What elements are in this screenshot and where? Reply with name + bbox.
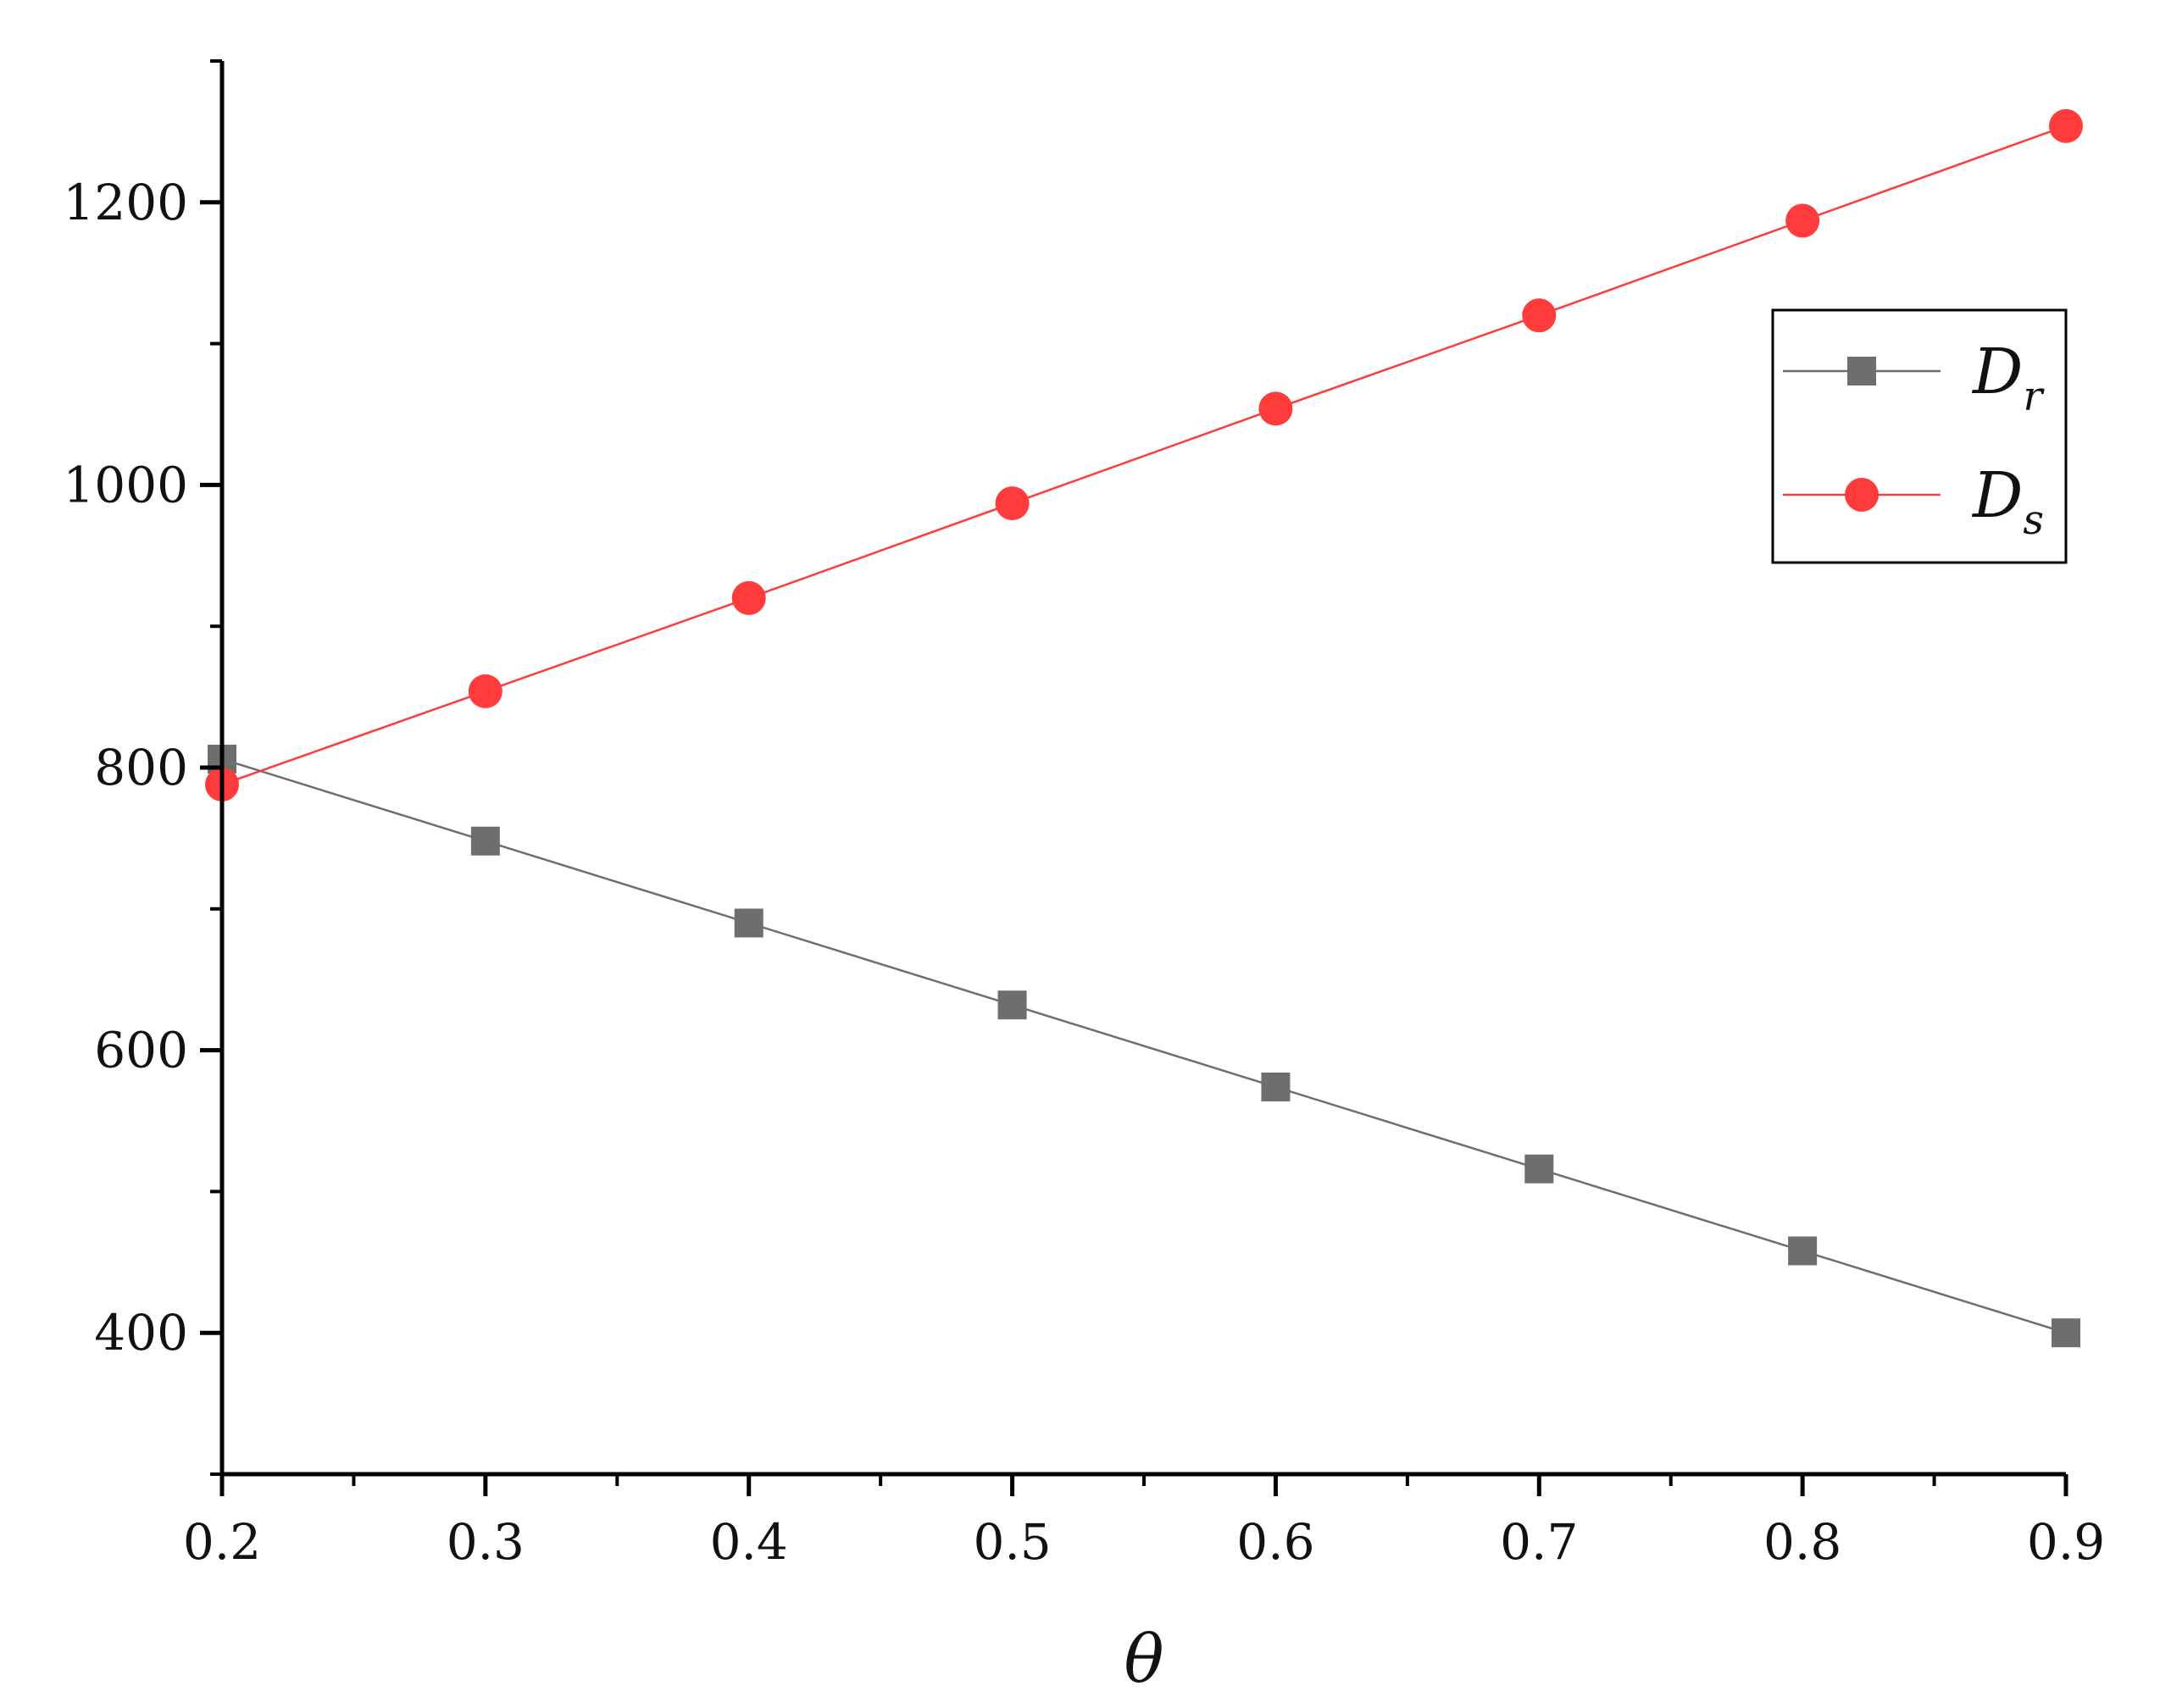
series-lines xyxy=(221,125,2067,1334)
legend-label-r: Dr xyxy=(1971,336,2045,420)
data-point-r-1 xyxy=(470,826,500,856)
x-axis-title: θ xyxy=(1124,1622,1164,1698)
data-point-r-5 xyxy=(1524,1154,1554,1184)
x-tick-label: 0.2 xyxy=(183,1513,261,1571)
data-point-s-3 xyxy=(995,486,1030,521)
legend-marker-s xyxy=(1845,478,1879,512)
axes xyxy=(200,59,2068,1496)
data-point-s-5 xyxy=(1522,298,1557,333)
x-tick-label: 0.3 xyxy=(447,1513,525,1571)
data-point-r-6 xyxy=(1788,1236,1818,1266)
x-tick-label: 0.8 xyxy=(1763,1513,1841,1571)
data-point-r-7 xyxy=(2052,1318,2080,1348)
legend-label-s: Ds xyxy=(1971,459,2044,544)
x-tick-label: 0.5 xyxy=(973,1513,1051,1571)
data-point-s-1 xyxy=(468,674,503,708)
x-tick-label: 0.7 xyxy=(1500,1513,1578,1571)
tick-labels: 400 600 800 1000 1200 0.2 0.3 0.4 0.5 0.6 0.7 0.8 0.… xyxy=(63,174,2105,1571)
data-point-s-4 xyxy=(1258,391,1293,426)
series-markers xyxy=(205,108,2083,1348)
x-tick-label: 0.9 xyxy=(2027,1513,2105,1571)
legend: Dr Ds xyxy=(1771,308,2068,564)
x-tick-label: 0.6 xyxy=(1236,1513,1314,1571)
series-line-r xyxy=(221,757,2067,1334)
data-point-s-2 xyxy=(731,580,766,615)
y-tick-label: 1200 xyxy=(63,174,188,231)
series-line-s xyxy=(221,125,2067,786)
legend-marker-r xyxy=(1847,357,1876,385)
data-point-s-7 xyxy=(2049,108,2083,143)
data-point-r-2 xyxy=(734,908,763,938)
x-tick-label: 0.4 xyxy=(710,1513,788,1571)
y-tick-label: 1000 xyxy=(63,456,188,513)
data-point-r-3 xyxy=(997,990,1027,1020)
y-tick-label: 400 xyxy=(94,1304,188,1361)
legend-box xyxy=(1771,308,2068,564)
data-point-r-4 xyxy=(1261,1072,1291,1101)
y-tick-label: 800 xyxy=(94,739,188,796)
data-point-s-6 xyxy=(1785,203,1820,238)
y-tick-label: 600 xyxy=(94,1022,188,1079)
